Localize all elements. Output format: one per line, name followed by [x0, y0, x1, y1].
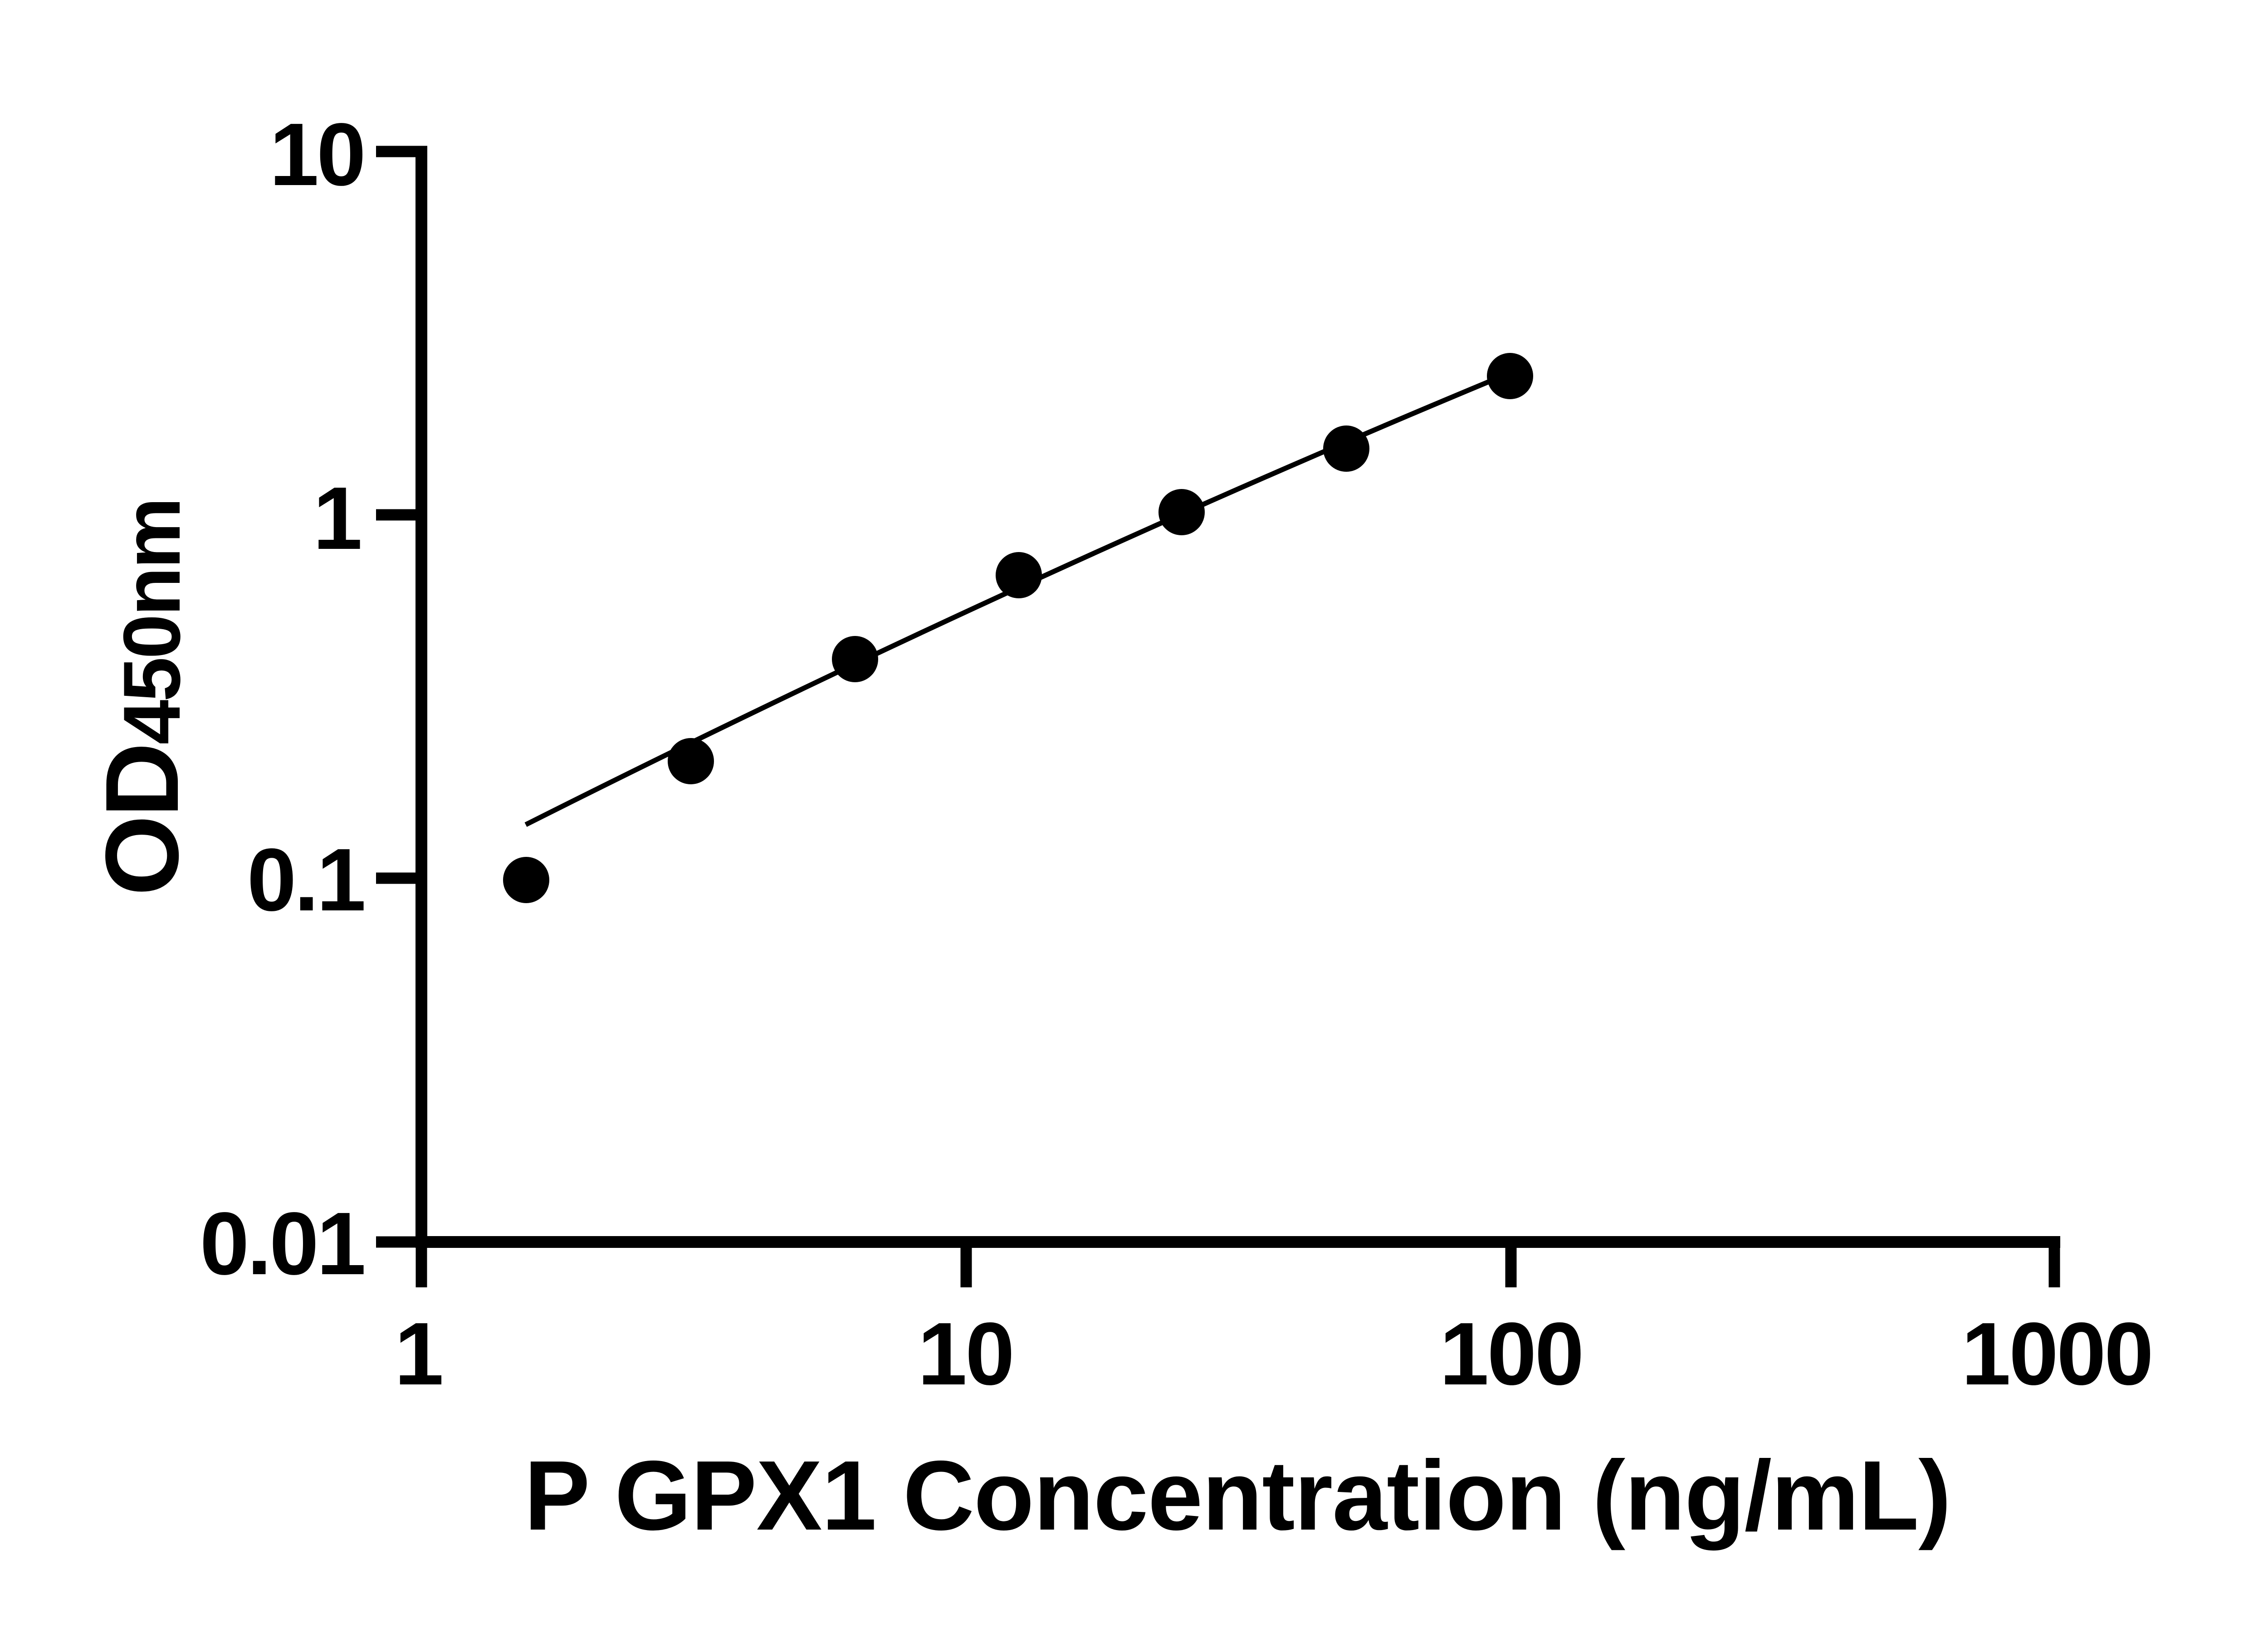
svg-text:0.1: 0.1: [247, 830, 364, 929]
svg-text:P GPX1 Concentration (ng/mL): P GPX1 Concentration (ng/mL): [524, 1441, 1950, 1551]
svg-text:10: 10: [269, 105, 364, 204]
svg-text:100: 100: [1439, 1304, 1582, 1403]
svg-text:1000: 1000: [1961, 1304, 2152, 1403]
svg-text:1: 1: [313, 469, 360, 568]
svg-text:1: 1: [394, 1304, 442, 1403]
svg-text:10: 10: [918, 1304, 1013, 1403]
svg-text:0.01: 0.01: [200, 1194, 364, 1293]
